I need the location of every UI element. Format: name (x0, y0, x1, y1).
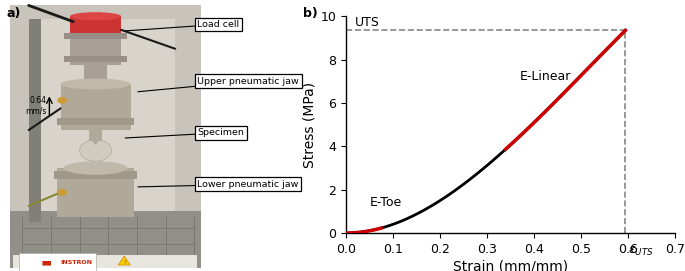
FancyBboxPatch shape (64, 56, 127, 62)
Text: E-Toe: E-Toe (369, 196, 401, 209)
X-axis label: Strain (mm/mm): Strain (mm/mm) (453, 260, 568, 271)
FancyArrow shape (89, 130, 102, 145)
FancyBboxPatch shape (10, 5, 201, 268)
Ellipse shape (79, 140, 112, 161)
Text: 0.64
mm/s: 0.64 mm/s (25, 96, 46, 115)
FancyBboxPatch shape (84, 65, 107, 84)
FancyBboxPatch shape (60, 84, 131, 130)
FancyBboxPatch shape (13, 255, 197, 268)
Text: Load cell: Load cell (125, 20, 240, 31)
FancyBboxPatch shape (29, 19, 41, 222)
Ellipse shape (58, 97, 67, 104)
Text: a): a) (6, 7, 21, 20)
Y-axis label: Stress (MPa): Stress (MPa) (302, 82, 316, 168)
Text: ■■: ■■ (41, 260, 52, 265)
FancyBboxPatch shape (54, 171, 137, 179)
Text: Upper pneumatic jaw: Upper pneumatic jaw (138, 77, 299, 92)
Ellipse shape (64, 161, 127, 175)
Text: INSTRON: INSTRON (60, 260, 92, 265)
FancyBboxPatch shape (58, 118, 134, 125)
Text: Specimen: Specimen (125, 128, 245, 138)
FancyBboxPatch shape (70, 16, 121, 33)
Ellipse shape (70, 12, 121, 20)
Text: $\varepsilon_{UTS}$: $\varepsilon_{UTS}$ (627, 245, 653, 258)
FancyBboxPatch shape (91, 130, 100, 141)
FancyBboxPatch shape (70, 33, 121, 65)
Text: !: ! (123, 260, 125, 265)
Text: E-Linear: E-Linear (520, 70, 571, 83)
FancyBboxPatch shape (58, 168, 134, 217)
Ellipse shape (58, 189, 67, 196)
Text: UTS: UTS (356, 16, 380, 29)
Text: b): b) (303, 7, 317, 20)
FancyBboxPatch shape (29, 19, 175, 222)
Ellipse shape (60, 79, 131, 89)
Text: Lower pneumatic jaw: Lower pneumatic jaw (138, 180, 299, 189)
FancyBboxPatch shape (19, 253, 96, 271)
FancyBboxPatch shape (10, 211, 201, 268)
FancyBboxPatch shape (64, 33, 127, 39)
